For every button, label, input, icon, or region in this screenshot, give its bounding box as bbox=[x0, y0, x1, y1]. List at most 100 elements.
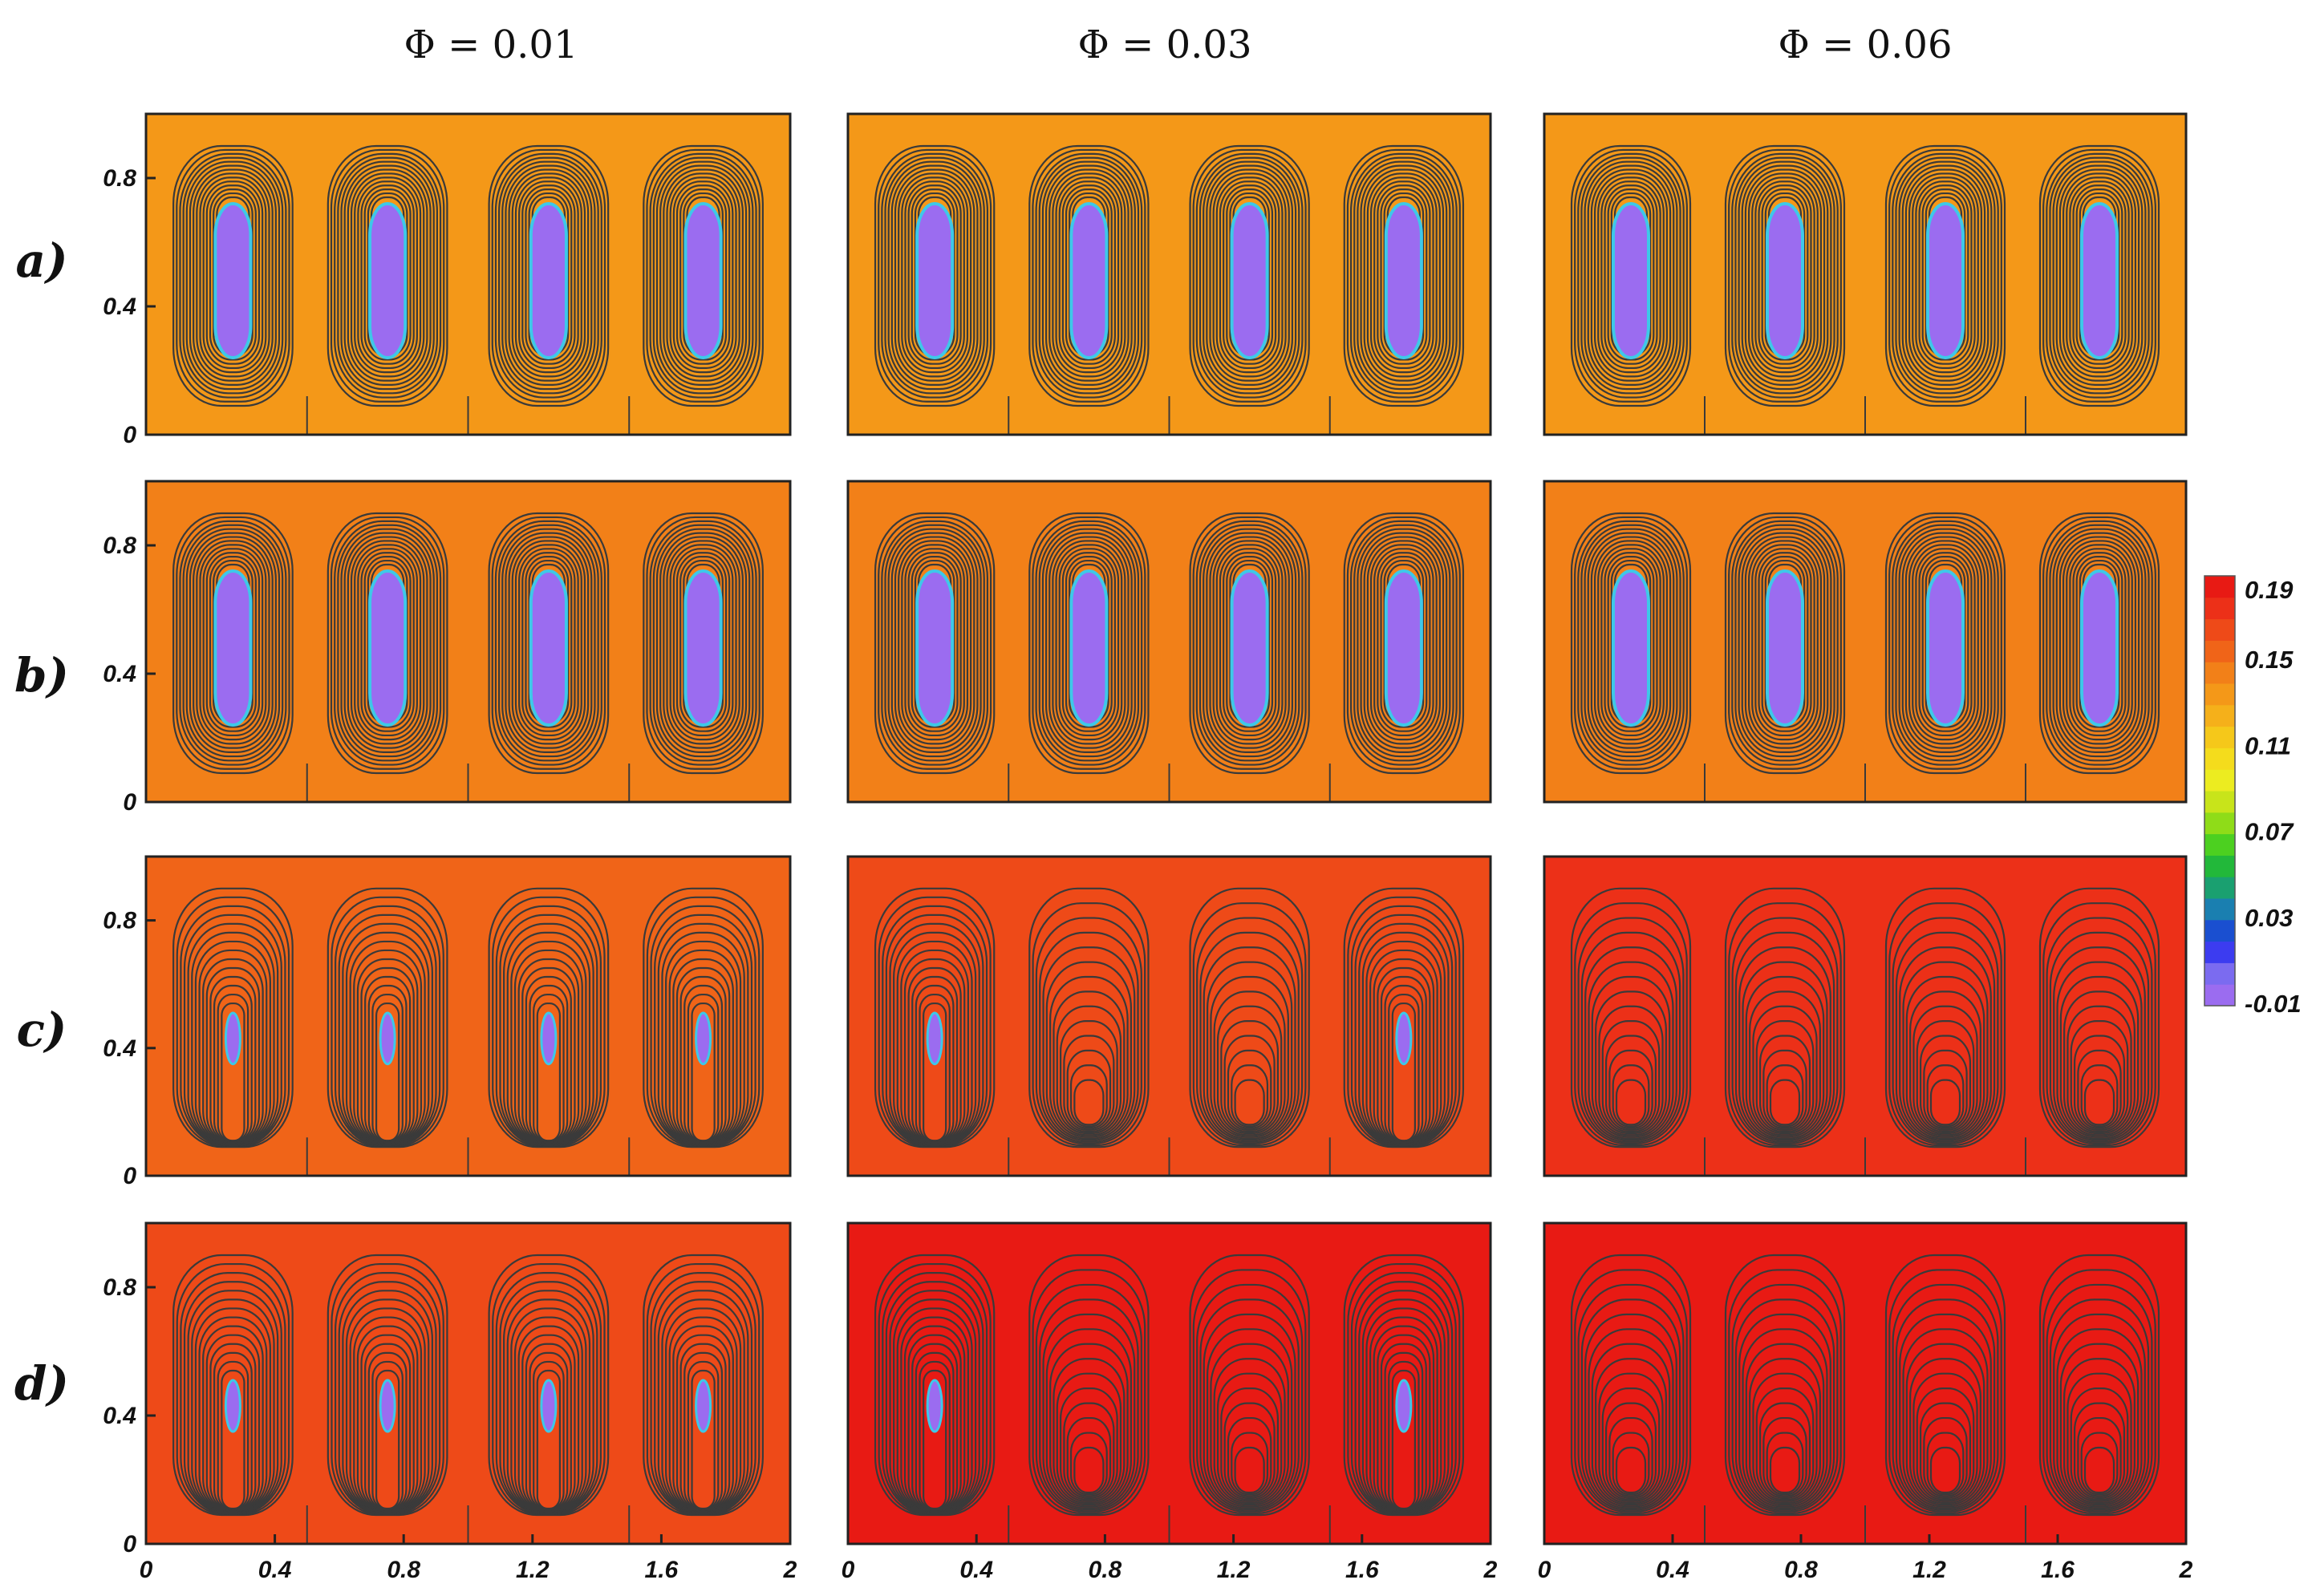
contour-band bbox=[1048, 168, 1130, 382]
contour-band bbox=[1734, 1298, 1835, 1511]
convection-cell bbox=[1884, 144, 2006, 407]
contour-band bbox=[1888, 902, 2002, 1147]
contour-band bbox=[655, 160, 751, 391]
contour-band bbox=[2062, 172, 2137, 378]
contour-band bbox=[1918, 552, 1973, 732]
contour-band bbox=[679, 188, 728, 361]
contour-band bbox=[2063, 1358, 2135, 1505]
contour-band bbox=[1212, 172, 1287, 378]
contour-band bbox=[1234, 1079, 1265, 1126]
convection-cell bbox=[327, 1254, 448, 1517]
contour-band bbox=[884, 156, 985, 395]
contour-band bbox=[1905, 1343, 1985, 1506]
contour-band bbox=[1574, 148, 1688, 403]
contour-band bbox=[2046, 520, 2153, 766]
contour-band bbox=[923, 1002, 947, 1142]
contour-band bbox=[1755, 1387, 1815, 1501]
contour-band bbox=[1762, 1416, 1807, 1497]
colorbar-tick-label: 0.19 bbox=[2245, 576, 2294, 604]
panel-1-1 bbox=[846, 480, 1492, 804]
contour-band bbox=[1892, 1283, 1999, 1513]
contour-band bbox=[1912, 1005, 1978, 1135]
contour-band bbox=[1895, 156, 1996, 395]
convection-cell bbox=[1884, 512, 2006, 775]
contour-band bbox=[1884, 144, 2006, 407]
contour-band bbox=[1884, 1254, 2006, 1517]
panel-0-1 bbox=[846, 112, 1492, 436]
contour-band bbox=[1391, 1369, 1416, 1510]
contour-band bbox=[1042, 946, 1136, 1141]
contour-band bbox=[1738, 160, 1832, 391]
convection-cell bbox=[1189, 512, 1310, 775]
contour-band bbox=[663, 168, 744, 382]
panel-1-0 bbox=[144, 480, 792, 804]
contour-band bbox=[1588, 1328, 1674, 1508]
contour-band bbox=[1213, 990, 1286, 1136]
contour-band bbox=[1724, 887, 1846, 1148]
contour-band bbox=[1588, 961, 1674, 1140]
contour-band bbox=[1734, 156, 1835, 395]
contour-band bbox=[2059, 1343, 2140, 1506]
contour-band bbox=[375, 1002, 400, 1142]
y-tick-label: 0.8 bbox=[103, 165, 136, 192]
contour-band bbox=[327, 512, 448, 775]
contour-band bbox=[357, 180, 418, 370]
cell-core bbox=[1926, 202, 1965, 359]
contour-band bbox=[1888, 148, 2002, 403]
contour-band bbox=[1761, 188, 1809, 361]
convection-cell bbox=[2038, 144, 2160, 407]
contour-band bbox=[491, 148, 606, 403]
convection-cell bbox=[1570, 1254, 1692, 1517]
contour-band bbox=[2073, 1402, 2126, 1499]
contour-band bbox=[1206, 164, 1294, 386]
x-tick-label: 2 bbox=[2179, 1557, 2193, 1583]
contour-band bbox=[669, 176, 737, 374]
convection-cell bbox=[488, 144, 610, 407]
contour-band bbox=[1918, 184, 1973, 365]
contour-band bbox=[1926, 1432, 1965, 1496]
contour-band bbox=[1898, 528, 1993, 758]
contour-band bbox=[1044, 532, 1133, 753]
colorbar-tick-label: 0.11 bbox=[2245, 731, 2291, 760]
contour-band bbox=[1766, 1432, 1804, 1496]
contour-band bbox=[1035, 520, 1143, 766]
convection-cell bbox=[172, 887, 294, 1148]
contour-band bbox=[2052, 160, 2147, 391]
contour-band bbox=[672, 548, 734, 737]
contour-band bbox=[1754, 548, 1815, 737]
contour-band bbox=[221, 1369, 245, 1510]
contour-band bbox=[1731, 520, 1839, 766]
contour-band bbox=[1032, 902, 1146, 1147]
contour-band bbox=[1226, 188, 1274, 361]
contour-band bbox=[334, 152, 442, 399]
convection-cell bbox=[327, 512, 448, 775]
contour-band bbox=[1044, 164, 1133, 386]
convection-cell bbox=[874, 144, 996, 407]
convection-cell bbox=[327, 144, 448, 407]
contour-band bbox=[196, 172, 270, 378]
contour-band bbox=[536, 1002, 562, 1142]
contour-band bbox=[887, 528, 982, 758]
contour-band bbox=[1073, 1079, 1105, 1126]
contour-band bbox=[1921, 556, 1969, 728]
contour-band bbox=[1926, 1064, 1965, 1128]
contour-band bbox=[1892, 917, 1999, 1144]
convection-cell bbox=[874, 887, 996, 1148]
contour-band bbox=[1042, 1313, 1136, 1509]
contour-band bbox=[1577, 152, 1685, 399]
cell-core bbox=[683, 202, 723, 359]
contour-band bbox=[1206, 532, 1294, 753]
contour-band bbox=[2046, 917, 2153, 1144]
contour-band bbox=[2080, 1064, 2119, 1128]
contour-band bbox=[360, 184, 415, 365]
contour-band bbox=[1055, 544, 1123, 741]
panel-0-2 bbox=[1543, 112, 2188, 436]
contour-band bbox=[1593, 172, 1669, 378]
contour-band bbox=[1073, 1446, 1105, 1494]
contour-band bbox=[2053, 1313, 2146, 1509]
panel-2-0 bbox=[144, 855, 792, 1177]
cell-core bbox=[1612, 202, 1650, 359]
colorbar-segment bbox=[2204, 941, 2235, 963]
contour-band bbox=[1915, 180, 1976, 370]
contour-band bbox=[652, 156, 754, 395]
